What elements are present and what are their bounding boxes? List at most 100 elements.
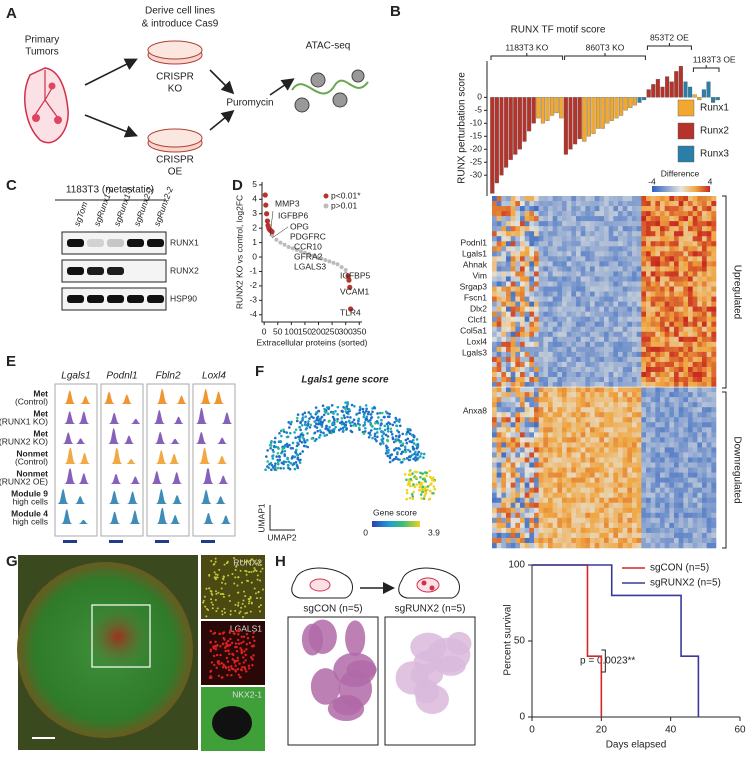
heatmap-cell <box>664 271 670 277</box>
heatmap-cell <box>618 221 623 227</box>
coverage <box>147 450 189 464</box>
umap-point <box>401 432 405 436</box>
heatmap-cell <box>515 462 521 468</box>
speckle <box>224 582 227 585</box>
heatmap-cell <box>604 336 609 343</box>
heatmap-cell <box>692 372 698 378</box>
point-label: PDGFRC <box>290 231 326 241</box>
heatmap-cell <box>571 311 577 317</box>
umap-point <box>384 452 388 455</box>
heatmap-cell <box>646 447 651 453</box>
heatmap-cell <box>510 432 516 438</box>
heatmap-cell <box>543 266 549 272</box>
heatmap-cell <box>529 346 535 353</box>
heatmap-cell <box>697 377 703 383</box>
gene-label: Vim <box>473 270 488 280</box>
heatmap-cell <box>524 442 530 448</box>
speckle <box>215 653 219 657</box>
heatmap-cell <box>496 512 502 519</box>
heatmap-cell <box>576 261 581 267</box>
umap-point <box>331 422 334 425</box>
heatmap-cell <box>534 397 539 403</box>
heatmap-cell <box>543 502 549 509</box>
heatmap-cell <box>697 341 703 348</box>
heatmap-cell <box>632 512 637 519</box>
heatmap-cell <box>632 361 637 368</box>
heatmap-cell <box>613 281 619 287</box>
heatmap-cell <box>548 437 553 443</box>
umap-point <box>327 412 330 416</box>
heatmap-cell <box>562 326 567 333</box>
heatmap-cell <box>650 527 656 534</box>
x-tick-label: 50 <box>273 326 283 336</box>
label: CRISPR <box>156 72 194 83</box>
heatmap-cell <box>529 482 535 488</box>
heatmap-cell <box>520 502 525 509</box>
heatmap-cell <box>688 472 693 478</box>
heatmap-cell <box>613 201 619 207</box>
heatmap-cell <box>566 402 572 408</box>
heatmap-cell <box>496 492 502 499</box>
heatmap-cell <box>692 196 698 202</box>
heatmap-cell <box>706 487 712 493</box>
heatmap-cell <box>538 377 544 383</box>
y-tick-label: -3 <box>249 295 257 305</box>
umap-point <box>321 404 325 408</box>
heatmap-cell <box>706 326 712 333</box>
heatmap-cell <box>510 216 516 222</box>
umap-point <box>309 412 312 416</box>
heatmap-cell <box>538 507 544 514</box>
heatmap-cell <box>599 537 605 544</box>
heatmap-cell <box>646 427 651 433</box>
heatmap-cell <box>674 221 679 227</box>
heatmap-cell <box>496 241 502 247</box>
heatmap-cell <box>515 271 521 277</box>
heatmap-cell <box>534 326 539 333</box>
umap-point <box>405 491 409 495</box>
heatmap-cell <box>664 301 670 307</box>
heatmap-cell <box>543 351 549 358</box>
heatmap-cell <box>552 281 558 287</box>
heatmap-cell <box>492 522 497 529</box>
heatmap-cell <box>669 497 675 504</box>
heatmap-cell <box>646 542 651 549</box>
heatmap-cell <box>571 246 577 252</box>
heatmap-cell <box>646 422 651 428</box>
heatmap-cell <box>580 351 586 358</box>
heatmap-cell <box>576 211 581 217</box>
heatmap-cell <box>604 236 609 242</box>
heatmap-cell <box>566 296 572 302</box>
heatmap-cell <box>543 316 549 323</box>
heatmap-cell <box>636 286 642 292</box>
heatmap-cell <box>506 271 511 277</box>
heatmap-cell <box>506 527 511 534</box>
heatmap-cell <box>510 286 516 292</box>
point <box>346 277 352 283</box>
heatmap-cell <box>552 351 558 358</box>
heatmap-cell <box>590 432 595 438</box>
heatmap-cell <box>711 537 717 544</box>
bar <box>697 97 702 101</box>
umap-point <box>408 450 412 453</box>
heatmap-cell <box>608 206 614 212</box>
heatmap-cell <box>552 372 558 378</box>
heatmap-cell <box>688 537 693 544</box>
heatmap-cell <box>571 427 577 433</box>
bar <box>711 97 716 103</box>
heatmap-cell <box>580 402 586 408</box>
heatmap-cell <box>599 366 605 373</box>
heatmap-cell <box>646 246 651 252</box>
heatmap-cell <box>599 361 605 368</box>
heatmap-cell <box>590 507 595 514</box>
heatmap-cell <box>510 251 516 257</box>
heatmap-cell <box>711 246 717 252</box>
heatmap-cell <box>678 341 684 348</box>
heatmap-cell <box>674 442 679 448</box>
tumor-node <box>32 114 40 122</box>
heatmap-cell <box>510 452 516 458</box>
heatmap-cell <box>688 402 693 408</box>
heatmap-cell <box>529 316 535 323</box>
heatmap-cell <box>566 487 572 493</box>
heatmap-cell <box>669 492 675 499</box>
heatmap-cell <box>650 316 656 323</box>
